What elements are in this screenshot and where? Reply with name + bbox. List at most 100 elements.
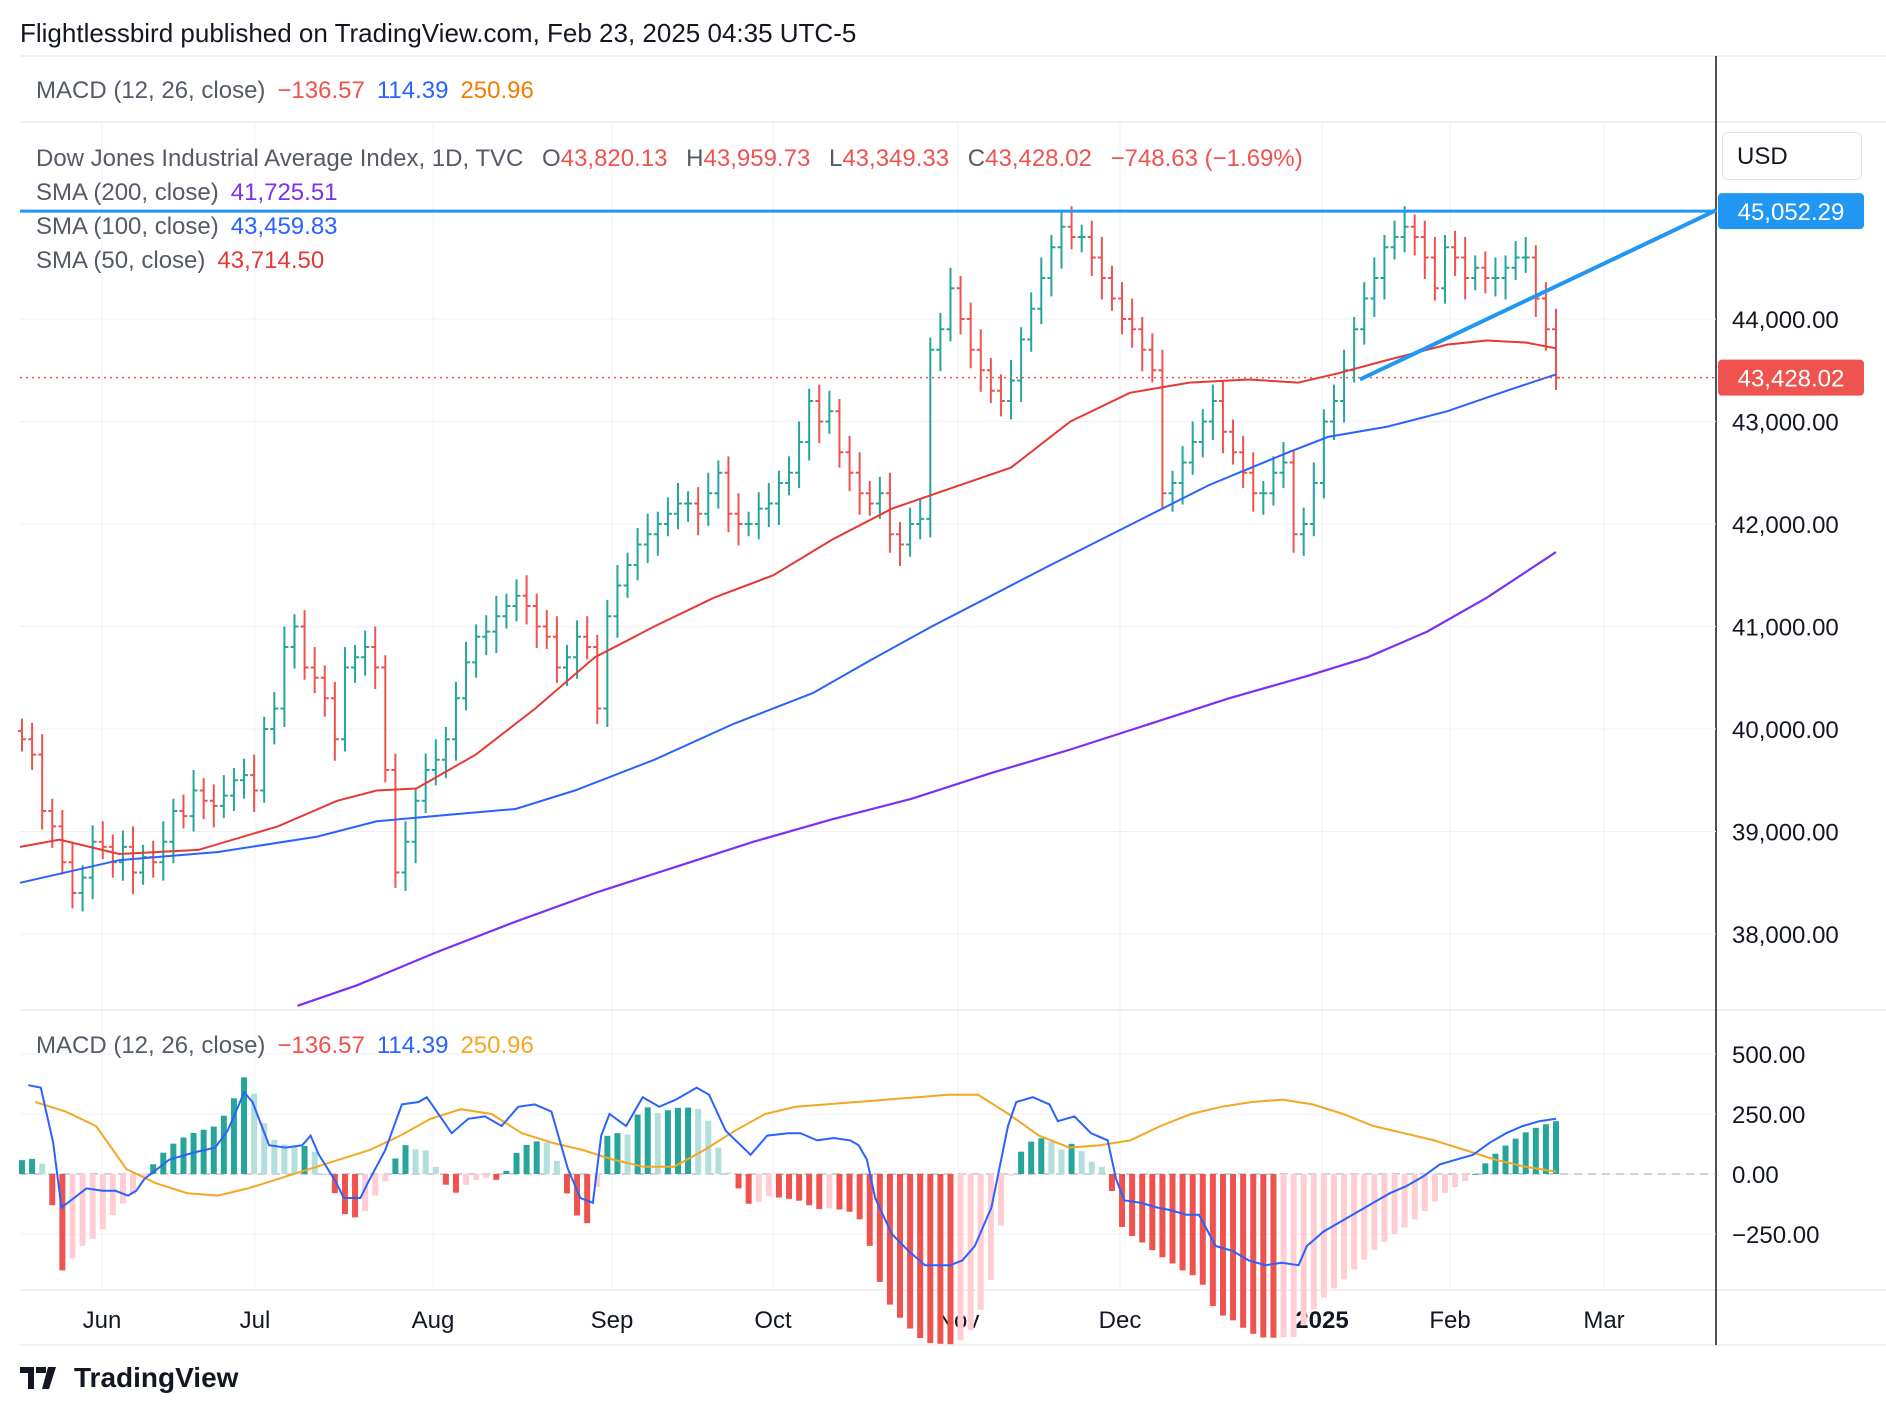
price-bar (1158, 349, 1167, 509)
macd-histogram-bar (997, 1174, 1004, 1226)
macd-histogram-bar (442, 1174, 449, 1185)
price-bar (209, 784, 218, 828)
price-bar (1319, 409, 1328, 499)
price-bar (754, 492, 763, 540)
price-bar (482, 615, 491, 656)
price-bar (1350, 316, 1359, 383)
macd-histogram-bar (19, 1160, 25, 1174)
price-bar (704, 472, 713, 527)
currency-button[interactable]: USD (1722, 132, 1862, 180)
resistance-price-label: 45,052.29 (1738, 199, 1845, 226)
macd-histogram-bar (553, 1160, 560, 1174)
price-bar (108, 834, 117, 878)
macd-histogram-bar (1542, 1124, 1549, 1174)
price-bar (744, 511, 753, 537)
macd-histogram-bar (1522, 1132, 1529, 1174)
close-label: C (967, 145, 986, 172)
price-bar (603, 599, 612, 727)
price-bar (1340, 349, 1349, 423)
macd-histogram-bar (765, 1174, 772, 1197)
price-bar (1491, 257, 1500, 297)
top-macd-name: MACD (12, 26, close) (36, 77, 266, 104)
macd-histogram-bar (917, 1174, 924, 1339)
macd-histogram-bar (725, 1172, 732, 1174)
macd-histogram-bar (594, 1174, 601, 1187)
top-macd-legend: MACD (12, 26, close) −136.57 114.39 250.96 (36, 77, 546, 105)
price-bar (229, 767, 238, 811)
price-bar (1057, 210, 1066, 269)
macd-histogram-bar (79, 1174, 86, 1246)
price-bar (320, 665, 329, 717)
price-bar (1541, 282, 1550, 351)
sma50-line (19, 339, 1557, 856)
macd-signal-line (34, 1093, 1557, 1197)
price-bar (1107, 265, 1116, 311)
price-bar (684, 491, 693, 522)
macd-histogram-bar (1320, 1174, 1327, 1298)
price-bar (583, 616, 592, 660)
price-bar (573, 620, 582, 679)
trendline (1359, 208, 1717, 382)
macd-histogram-bar (513, 1152, 520, 1174)
tradingview-footer: TradingView (20, 1362, 238, 1394)
price-bar (1269, 456, 1278, 506)
sma100-line (19, 373, 1557, 884)
price-bar (199, 778, 208, 820)
close-value: 43,428.02 (985, 145, 1092, 172)
macd-histogram-bar (1341, 1174, 1348, 1280)
macd-histogram-bar (271, 1139, 278, 1174)
macd-histogram-bar (1139, 1174, 1146, 1243)
macd-histogram-bar (99, 1174, 106, 1230)
macd-histogram-bar (503, 1170, 510, 1174)
macd-pane-legend: MACD (12, 26, close) −136.57 114.39 250.96 (36, 1032, 546, 1060)
macd-histogram-bar (1512, 1138, 1519, 1174)
price-bar (885, 472, 894, 553)
price-bar (1188, 421, 1197, 475)
macd-histogram-bar (1068, 1143, 1075, 1174)
price-bar (250, 754, 259, 813)
macd-histogram-bar (1169, 1174, 1176, 1264)
price-bar (1067, 206, 1076, 250)
price-bar (189, 770, 198, 832)
macd-histogram-bar (29, 1158, 36, 1174)
macd-histogram-bar (1199, 1174, 1206, 1285)
macd-histogram-bar (1300, 1174, 1307, 1325)
price-bar (1229, 419, 1238, 465)
macd-histogram-bar (1452, 1174, 1459, 1188)
price-bar (1511, 241, 1520, 281)
macd-histogram-bar (463, 1174, 470, 1185)
macd-histogram-bar (1078, 1151, 1085, 1174)
macd-histogram-bar (674, 1107, 681, 1174)
macd-histogram-bar (786, 1174, 792, 1199)
price-bar (1471, 255, 1480, 291)
price-bar (1077, 224, 1086, 253)
top-macd-hist: −136.57 (277, 77, 365, 104)
price-bar (1218, 380, 1227, 454)
price-bar (1148, 333, 1157, 383)
macd-histogram-bar (412, 1149, 419, 1174)
macd-histogram-bar (957, 1174, 964, 1341)
price-bar (1279, 442, 1288, 489)
macd-histogram-bar (806, 1174, 813, 1206)
macd-histogram-bar (584, 1174, 591, 1224)
price-bar (330, 681, 339, 761)
sma200-value: 41,725.51 (230, 179, 338, 206)
macd-histogram-bar (856, 1174, 863, 1220)
macd-histogram-bar (1411, 1174, 1418, 1220)
price-bar (219, 775, 228, 819)
macd-histogram-bar (251, 1093, 258, 1174)
macd-histogram-bar (150, 1164, 157, 1174)
macd-histogram-bar (422, 1150, 429, 1174)
macd-histogram-bar (483, 1174, 490, 1178)
price-bar (68, 841, 77, 909)
price-bar (149, 840, 158, 878)
price-bar (1168, 470, 1177, 512)
price-bar (1118, 282, 1127, 335)
y-tick-label: 42,000.00 (1732, 512, 1839, 539)
price-bar (1138, 316, 1147, 372)
macd-histogram-bar (291, 1146, 298, 1174)
price-bar (805, 388, 814, 461)
price-bar (1360, 282, 1369, 345)
price-bar (48, 798, 57, 848)
macd-histogram-bar (866, 1174, 873, 1246)
